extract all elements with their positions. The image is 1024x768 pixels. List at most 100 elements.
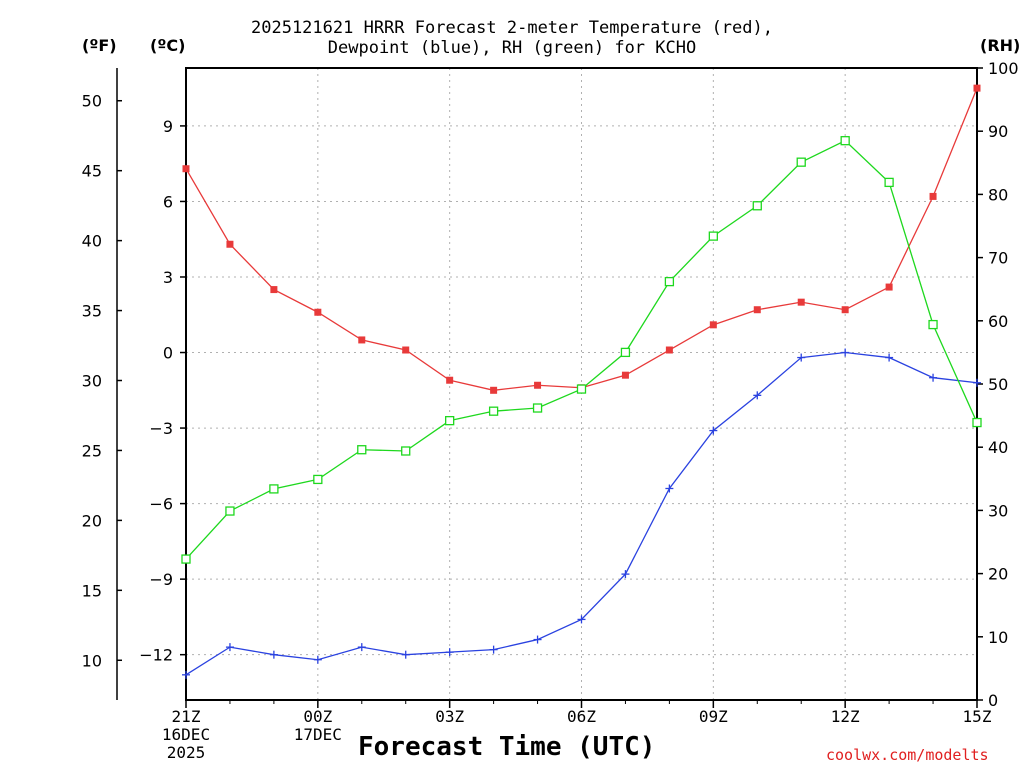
- celsius-tick-label: 6: [163, 192, 173, 211]
- temperature-point: [402, 346, 410, 354]
- celsius-tick-label: −12: [139, 646, 173, 665]
- temperature-point: [665, 346, 673, 354]
- relative-humidity-point: [225, 506, 235, 516]
- fahrenheit-unit-label: (ºF): [82, 36, 117, 55]
- relative-humidity-point: [181, 554, 191, 564]
- dewpoint-point: [929, 373, 938, 382]
- celsius-tick-label: −6: [149, 495, 173, 514]
- rh-tick-label: 30: [988, 501, 1008, 520]
- temperature-point: [621, 371, 629, 379]
- relative-humidity-point: [796, 157, 806, 167]
- relative-humidity-line: [185, 139, 978, 560]
- relative-humidity-point: [488, 406, 499, 416]
- rh-tick-label: 80: [988, 185, 1008, 204]
- temperature-point: [709, 321, 717, 329]
- fahrenheit-tick-label: 25: [82, 441, 102, 460]
- rh-tick-label: 10: [988, 628, 1008, 647]
- dewpoint-point: [577, 615, 586, 624]
- temperature-point: [929, 192, 937, 200]
- temperature-point: [973, 84, 981, 92]
- temperature-point: [797, 298, 805, 306]
- dewpoint-point: [357, 643, 366, 652]
- celsius-tick-label: −9: [149, 570, 173, 589]
- relative-humidity-point: [313, 474, 323, 485]
- x-tick-label: 03Z: [435, 707, 464, 726]
- temperature-point: [753, 306, 761, 314]
- dewpoint-point: [753, 391, 762, 400]
- x-tick-label: 12Z: [831, 707, 860, 726]
- dewpoint-point: [225, 643, 234, 652]
- dewpoint-point: [489, 645, 498, 654]
- rh-tick-label: 20: [988, 565, 1008, 584]
- rh-tick-label: 0: [988, 691, 998, 710]
- temperature-point: [270, 286, 278, 294]
- dewpoint-point: [885, 353, 894, 362]
- rh-tick-label: 70: [988, 249, 1008, 268]
- temperature-point: [534, 381, 542, 389]
- dewpoint-point: [665, 484, 674, 493]
- fahrenheit-tick-label: 45: [82, 162, 102, 181]
- relative-humidity-point: [269, 484, 279, 494]
- relative-humidity-point: [532, 403, 543, 413]
- fahrenheit-tick-label: 40: [82, 232, 102, 251]
- x-tick-label: 17DEC: [294, 725, 342, 744]
- temperature-point: [358, 336, 366, 344]
- x-tick-label: 06Z: [567, 707, 596, 726]
- celsius-unit-label: (ºC): [150, 36, 186, 55]
- dewpoint-point: [797, 353, 806, 362]
- rh-tick-label: 50: [988, 375, 1008, 394]
- fahrenheit-tick-label: 35: [82, 302, 102, 321]
- rh-tick-label: 100: [988, 59, 1019, 78]
- fahrenheit-tick-label: 15: [82, 581, 102, 600]
- relative-humidity-point: [620, 347, 631, 358]
- rh-tick-label: 90: [988, 122, 1008, 141]
- relative-humidity-point: [972, 417, 982, 428]
- chart-title-line1: 2025121621 HRRR Forecast 2-meter Tempera…: [251, 18, 773, 38]
- rh-unit-label: (RH): [980, 36, 1021, 55]
- relative-humidity-point: [752, 201, 762, 211]
- dewpoint-point: [709, 426, 718, 435]
- dewpoint-point: [973, 378, 981, 387]
- relative-humidity-point: [664, 276, 675, 287]
- celsius-tick-label: −3: [149, 419, 173, 438]
- dewpoint-point: [621, 570, 630, 579]
- x-tick-label: 00Z: [303, 707, 332, 726]
- temperature-point: [885, 283, 893, 291]
- relative-humidity-point: [884, 177, 894, 188]
- dewpoint-point: [269, 650, 278, 659]
- relative-humidity-point: [840, 136, 850, 146]
- relative-humidity-point: [357, 445, 367, 455]
- temperature-point: [226, 240, 234, 248]
- x-tick-label: 16DEC: [162, 725, 210, 744]
- fahrenheit-tick-label: 10: [82, 651, 102, 670]
- temperature-point: [841, 306, 849, 314]
- x-tick-label: 2025: [167, 743, 206, 762]
- relative-humidity-point: [928, 319, 938, 330]
- celsius-tick-label: 9: [163, 117, 173, 136]
- plot-frame: [185, 67, 978, 701]
- rh-tick-label: 40: [988, 438, 1008, 457]
- fahrenheit-tick-label: 20: [82, 511, 102, 530]
- credit-text: coolwx.com/modelts: [826, 746, 989, 764]
- temperature-point: [182, 165, 190, 173]
- celsius-tick-label: 0: [163, 344, 173, 363]
- dewpoint-point: [401, 650, 410, 659]
- fahrenheit-tick-label: 50: [82, 92, 102, 111]
- relative-humidity-point: [401, 446, 411, 456]
- dewpoint-point: [313, 655, 322, 664]
- dewpoint-point: [445, 648, 454, 657]
- temperature-point: [446, 376, 454, 384]
- temperature-point: [490, 386, 498, 394]
- x-axis-title: Forecast Time (UTC): [358, 732, 656, 762]
- rh-tick-label: 60: [988, 312, 1008, 331]
- dewpoint-point: [841, 348, 850, 357]
- relative-humidity-point: [576, 384, 587, 394]
- dewpoint-point: [533, 635, 542, 644]
- fahrenheit-tick-label: 30: [82, 372, 102, 391]
- x-tick-label: 21Z: [172, 707, 201, 726]
- x-tick-label: 09Z: [699, 707, 728, 726]
- relative-humidity-point: [445, 416, 455, 426]
- x-tick-label: 15Z: [963, 707, 992, 726]
- celsius-tick-label: 3: [163, 268, 173, 287]
